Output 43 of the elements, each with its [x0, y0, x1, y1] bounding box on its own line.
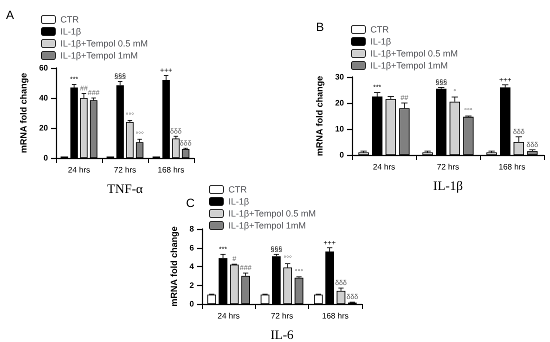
legend-label: IL-1β [370, 36, 392, 46]
legend-label: IL-1β+Tempol 0.5 mM [228, 208, 316, 218]
y-axis-title: mRNA fold change [314, 76, 325, 156]
text: A [6, 8, 14, 22]
y-tick-label: 0 [340, 150, 345, 160]
y-tick-label: 0 [44, 154, 49, 162]
legend-label: CTR [60, 14, 80, 24]
y-tick-label: 40 [39, 94, 49, 102]
y-tick-label: 20 [335, 98, 345, 108]
text: B [316, 20, 324, 34]
x-tick-label: 168 hrs [322, 312, 349, 320]
y-tick-label: 60 [39, 64, 49, 72]
x-tick-label: 168 hrs [498, 162, 526, 172]
x-tick-label: 24 hrs [372, 162, 396, 172]
x-axis-title: TNF-α [107, 181, 144, 196]
legend-label: IL-1β+Tempol 1mM [370, 60, 448, 70]
y-tick-label: 2 [190, 280, 195, 290]
y-axis-title: mRNA fold change [169, 226, 180, 307]
x-axis-title: IL-6 [270, 327, 294, 342]
y-tick-label: 30 [335, 72, 345, 82]
y-tick-label: 0 [190, 300, 195, 308]
x-tick-label: 24 hrs [68, 166, 90, 174]
legend-label: IL-1β+Tempol 0.5 mM [60, 38, 148, 48]
legend-label: CTR [228, 184, 248, 194]
legend-label: IL-1β+Tempol 1mM [60, 50, 138, 60]
y-tick-label: 6 [190, 243, 195, 252]
x-tick-label: 168 hrs [158, 166, 184, 174]
legend-label: IL-1β [228, 196, 250, 206]
x-tick-label: 24 hrs [218, 312, 240, 320]
y-tick-label: 4 [190, 262, 195, 271]
legend-label: IL-1β [60, 26, 82, 36]
y-tick-label: 10 [335, 124, 345, 134]
x-axis-title: IL-1β [433, 178, 464, 193]
legend-label: CTR [370, 24, 390, 34]
x-tick-label: 72 hrs [270, 312, 294, 320]
y-tick-label: 8 [190, 224, 195, 234]
x-tick-label: 72 hrs [436, 162, 460, 172]
legend-label: IL-1β+Tempol 1mM [228, 220, 306, 230]
y-tick-label: 20 [39, 124, 49, 132]
y-axis-title: mRNA fold change [18, 72, 29, 154]
legend-label: IL-1β+Tempol 0.5 mM [370, 48, 458, 58]
x-tick-label: 72 hrs [114, 166, 136, 174]
text: C [186, 196, 195, 210]
